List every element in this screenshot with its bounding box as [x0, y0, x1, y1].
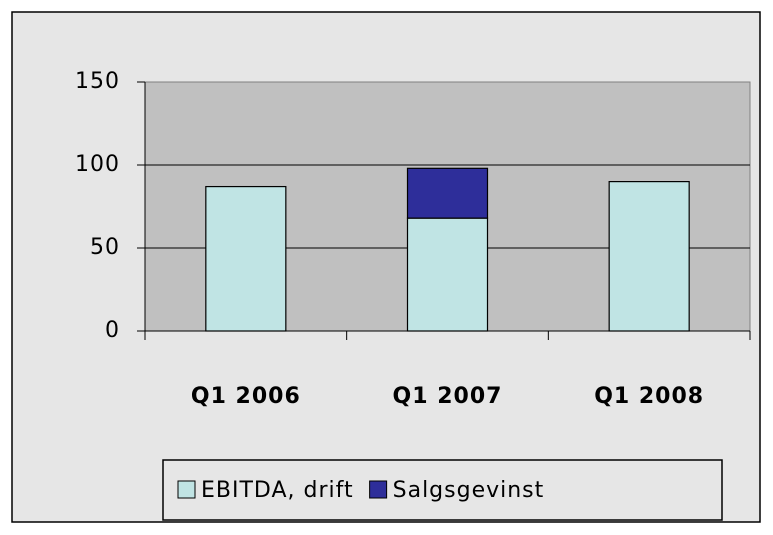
bar-segment: [205, 185, 287, 332]
bars: [205, 167, 690, 332]
legend-label: EBITDA, drift: [201, 478, 354, 503]
bar-segment: [608, 181, 690, 332]
legend-swatch: [369, 480, 388, 499]
y-tick-label: 0: [105, 318, 120, 343]
y-tick-label: 100: [75, 152, 120, 177]
bar-segment: [406, 167, 489, 219]
x-tick-label: Q1 2008: [594, 384, 704, 409]
y-tick-label: 50: [90, 235, 120, 260]
x-tick-label: Q1 2006: [191, 384, 301, 409]
legend: [162, 459, 723, 521]
legend-label: Salgsgevinst: [393, 478, 545, 503]
y-tick-label: 150: [75, 69, 120, 94]
bar-segment: [406, 217, 489, 332]
x-tick-label: Q1 2007: [393, 384, 503, 409]
legend-swatch: [177, 480, 196, 499]
